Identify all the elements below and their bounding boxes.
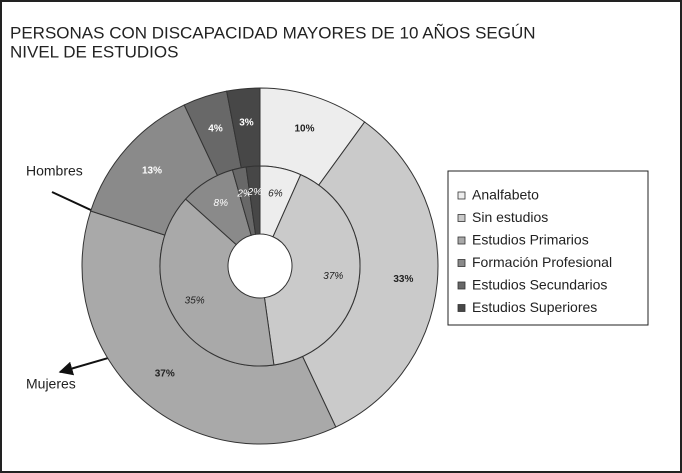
legend-label: Estudios Secundarios bbox=[472, 277, 607, 293]
data-label: 3% bbox=[239, 117, 254, 128]
donut-slice bbox=[159, 198, 275, 367]
data-label: 37% bbox=[155, 369, 175, 380]
data-label: 35% bbox=[185, 295, 205, 306]
legend-label: Estudios Primarios bbox=[472, 232, 589, 248]
legend-label: Estudios Superiores bbox=[472, 299, 597, 315]
legend-swatch bbox=[457, 304, 466, 312]
legend-swatch bbox=[457, 281, 466, 290]
legend-label: Sin estudios bbox=[472, 209, 548, 225]
data-label: 33% bbox=[393, 274, 413, 285]
legend-label: Analfabeto bbox=[472, 187, 539, 203]
data-label: 2% bbox=[247, 187, 263, 198]
legend-box bbox=[447, 170, 649, 326]
data-label: 37% bbox=[323, 271, 343, 282]
data-label: 4% bbox=[208, 124, 223, 135]
data-label: 13% bbox=[142, 165, 162, 176]
legend-label: Formación Profesional bbox=[472, 254, 612, 270]
legend-swatch bbox=[457, 236, 466, 245]
legend-swatch bbox=[457, 214, 466, 222]
chart-title: NIVEL DE ESTUDIOS bbox=[10, 42, 178, 61]
series-label: Mujeres bbox=[26, 376, 76, 392]
data-label: 2% bbox=[236, 188, 252, 199]
data-label: 10% bbox=[294, 124, 314, 135]
data-label: 8% bbox=[214, 198, 229, 209]
donut-slice bbox=[263, 173, 361, 366]
legend-swatch bbox=[457, 259, 466, 267]
series-label: Hombres bbox=[26, 163, 83, 179]
chart-title: PERSONAS CON DISCAPACIDAD MAYORES DE 10 … bbox=[10, 23, 536, 42]
donut-slice bbox=[245, 165, 261, 235]
data-label: 6% bbox=[268, 188, 283, 199]
legend-swatch bbox=[457, 191, 466, 200]
